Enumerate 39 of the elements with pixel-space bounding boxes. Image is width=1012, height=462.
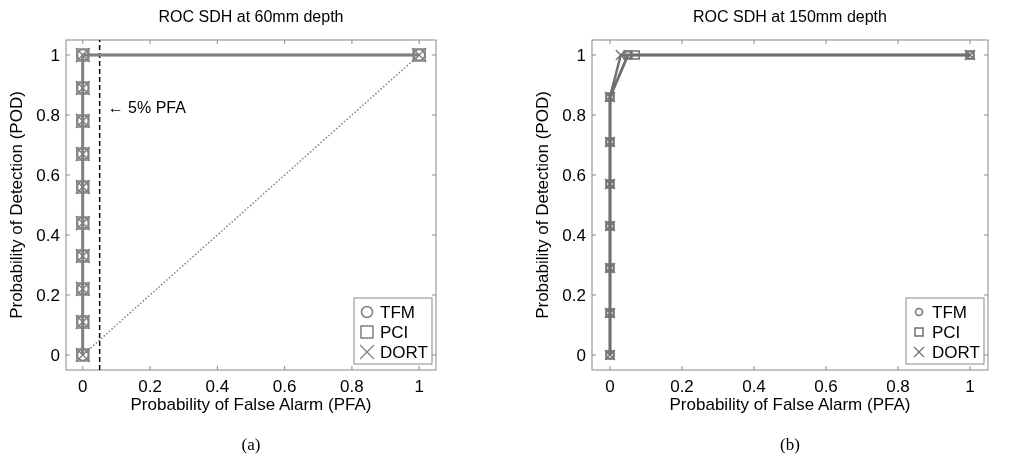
x-tick-label: 0.2 <box>670 377 694 396</box>
legend-label: DORT <box>932 343 980 362</box>
x-tick-label: 0.8 <box>886 377 910 396</box>
x-tick-label: 0 <box>605 377 615 396</box>
y-tick-label: 0.2 <box>36 286 60 305</box>
y-tick-label: 0.8 <box>562 106 586 125</box>
x-tick-label: 1 <box>414 377 424 396</box>
text: (a) <box>241 435 261 454</box>
ref-line-label: ← 5% PFA <box>107 98 187 116</box>
y-tick-label: 1 <box>576 46 586 65</box>
legend-label: DORT <box>380 343 428 362</box>
x-tick-label: 0.4 <box>742 377 766 396</box>
x-tick-label: 0.6 <box>814 377 838 396</box>
y-tick-label: 0.2 <box>562 286 586 305</box>
y-tick-label: 1 <box>50 46 60 65</box>
chart-title: ROC SDH at 60mm depth <box>158 8 344 25</box>
y-tick-label: 0 <box>576 346 586 365</box>
y-tick-label: 0.4 <box>562 226 586 245</box>
text: (b) <box>780 435 800 454</box>
x-tick-label: 0.8 <box>340 377 364 396</box>
x-tick-label: 0.4 <box>205 377 230 396</box>
x-tick-label: 0.2 <box>138 377 162 396</box>
y-tick-label: 0.4 <box>36 226 60 245</box>
x-tick-label: 1 <box>965 377 975 396</box>
legend-label: PCI <box>380 323 409 342</box>
x-axis-title: Probability of False Alarm (PFA) <box>130 395 372 414</box>
legend-label: PCI <box>932 323 961 342</box>
y-tick-label: 0 <box>50 346 60 365</box>
x-tick-label: 0 <box>78 377 88 396</box>
y-tick-label: 0.6 <box>36 166 60 185</box>
y-tick-label: 0.8 <box>36 106 60 125</box>
legend-label: TFM <box>932 303 967 322</box>
y-axis-title: Probability of Detection (POD) <box>7 91 26 319</box>
x-tick-label: 0.6 <box>272 377 297 396</box>
chart-title: ROC SDH at 150mm depth <box>693 8 887 25</box>
y-axis-title: Probability of Detection (POD) <box>533 91 552 319</box>
y-tick-label: 0.6 <box>562 166 586 185</box>
x-axis-title: Probability of False Alarm (PFA) <box>669 395 911 414</box>
legend-label: TFM <box>380 303 415 322</box>
